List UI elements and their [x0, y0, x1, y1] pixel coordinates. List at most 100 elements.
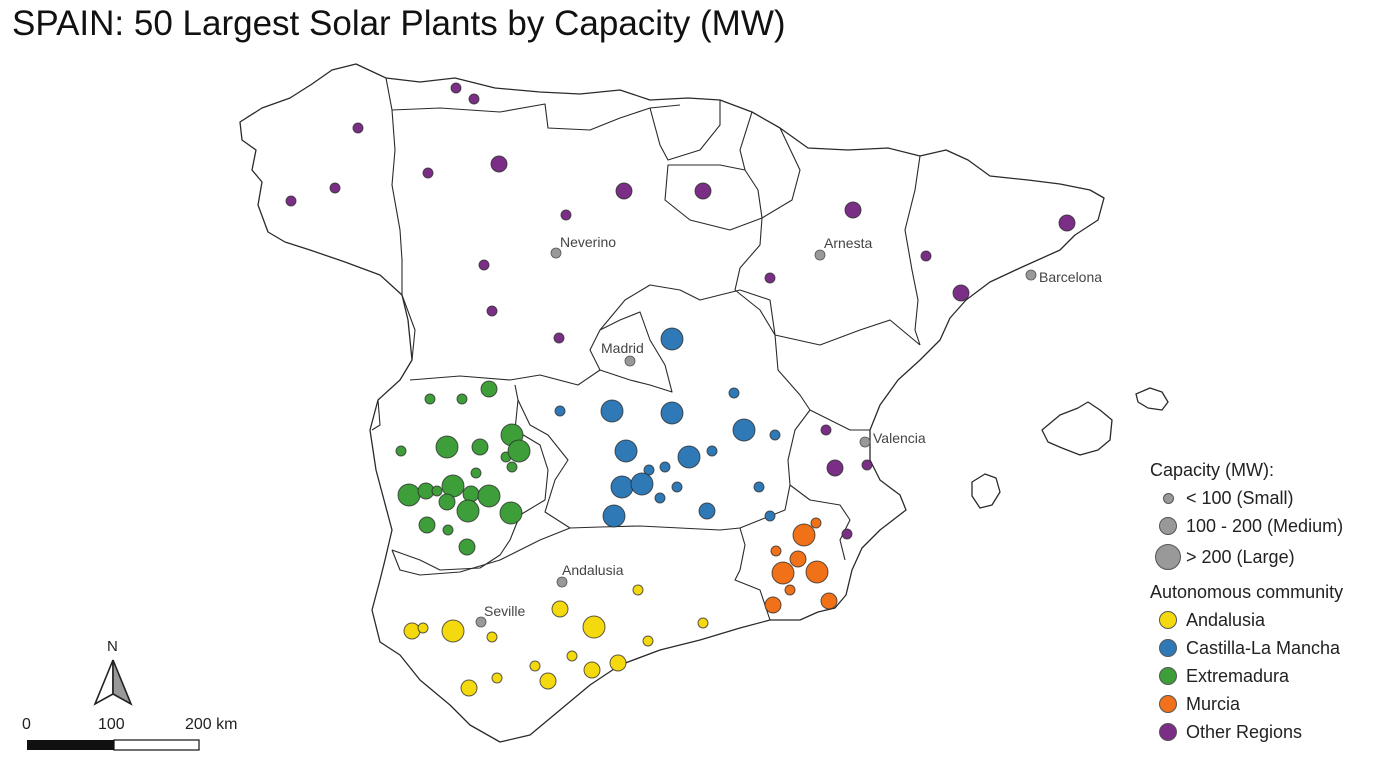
solar-plant-marker: [694, 182, 712, 200]
community-legend-items: Andalusia Castilla-La Mancha Extremadura Mu…: [1150, 606, 1343, 746]
solar-plant-marker: [609, 654, 627, 672]
solar-plants: [285, 82, 1076, 697]
solar-plant-marker: [435, 435, 459, 459]
north-label: N: [107, 638, 118, 655]
solar-plant-marker: [770, 545, 782, 557]
solar-plant-marker: [614, 439, 638, 463]
solar-plant-marker: [441, 619, 465, 643]
solar-plant-marker: [600, 399, 624, 423]
city-label: Seville: [484, 603, 525, 619]
city-marker: [550, 247, 562, 259]
border-madrid: [599, 311, 673, 393]
border-clm: [514, 289, 811, 531]
legend: Capacity (MW): < 100 (Small) 100 - 200 (…: [1150, 456, 1343, 746]
city-label: Andalusia: [562, 562, 624, 578]
city-marker: [859, 436, 871, 448]
solar-plant-marker: [456, 393, 468, 405]
city-label: Barcelona: [1039, 269, 1102, 285]
solar-plant-marker: [615, 182, 633, 200]
solar-plant-marker: [551, 600, 569, 618]
solar-plant-marker: [771, 561, 795, 585]
scale-label-0: 0: [22, 716, 31, 733]
solar-plant-marker: [841, 528, 853, 540]
solar-plant-marker: [654, 492, 666, 504]
solar-plant-marker: [671, 481, 683, 493]
scale-label-100: 100: [98, 716, 125, 733]
color-swatch: [1159, 695, 1177, 713]
solar-plant-marker: [529, 660, 541, 672]
region-outlines: [239, 63, 1169, 743]
city-marker: [1025, 269, 1037, 281]
solar-plant-marker: [764, 596, 782, 614]
solar-plant-marker: [728, 387, 740, 399]
solar-plant-marker: [460, 679, 478, 697]
solar-plant-marker: [732, 418, 756, 442]
border-navarra-aragon: [734, 111, 801, 336]
color-swatch: [1159, 667, 1177, 685]
legend-community-item: Castilla-La Mancha: [1150, 634, 1343, 662]
mallorca: [1041, 401, 1113, 456]
legend-label: > 200 (Large): [1186, 546, 1295, 567]
north-arrow-icon: [27, 659, 200, 751]
legend-capacity-large: > 200 (Large): [1150, 540, 1343, 574]
city-label: Neverino: [560, 234, 616, 250]
solar-plant-marker: [697, 617, 709, 629]
solar-plant-marker: [490, 155, 508, 173]
solar-plant-marker: [698, 502, 716, 520]
solar-plant-marker: [539, 672, 557, 690]
map-title: SPAIN: 50 Largest Solar Plants by Capaci…: [12, 4, 786, 43]
solar-plant-marker: [784, 584, 796, 596]
border-andalusia: [391, 527, 571, 576]
solar-plant-marker: [660, 401, 684, 425]
solar-plant-marker: [442, 524, 454, 536]
legend-label: Murcia: [1186, 693, 1241, 714]
city-markers: Neverino Arnesta Barcelona Madrid Valencia An…: [475, 234, 1102, 628]
solar-plant-marker: [566, 650, 578, 662]
solar-plant-marker: [422, 167, 434, 179]
border-basque: [649, 100, 721, 161]
solar-plant-marker: [285, 195, 297, 207]
solar-plant-marker: [820, 424, 832, 436]
solar-plant-marker: [468, 93, 480, 105]
legend-community-item: Other Regions: [1150, 718, 1343, 746]
solar-plant-marker: [395, 445, 407, 457]
solar-plant-marker: [642, 635, 654, 647]
legend-capacity-medium: 100 - 200 (Medium): [1150, 512, 1343, 540]
solar-plant-marker: [610, 475, 634, 499]
legend-label: 100 - 200 (Medium): [1186, 515, 1344, 536]
solar-plant-marker: [861, 459, 873, 471]
city-label: Valencia: [873, 430, 926, 446]
solar-plant-marker: [1058, 214, 1076, 232]
solar-plant-marker: [458, 538, 476, 556]
solar-plant-marker: [952, 284, 970, 302]
solar-plant-marker: [805, 560, 829, 584]
border-murcia: [734, 484, 851, 621]
solar-plant-marker: [397, 483, 421, 507]
solar-plant-marker: [582, 615, 606, 639]
solar-plant-marker: [789, 550, 807, 568]
solar-plant-marker: [844, 201, 862, 219]
solar-plant-marker: [560, 209, 572, 221]
legend-label: Other Regions: [1186, 721, 1303, 742]
solar-plant-marker: [329, 182, 341, 194]
solar-plant-marker: [630, 472, 654, 496]
solar-plant-marker: [820, 592, 838, 610]
legend-label: Andalusia: [1186, 609, 1266, 630]
solar-plant-marker: [486, 305, 498, 317]
solar-plant-marker: [769, 429, 781, 441]
scale-label-200: 200 km: [185, 716, 238, 733]
solar-plant-marker: [753, 481, 765, 493]
solar-plant-marker: [456, 499, 480, 523]
legend-capacity-small: < 100 (Small): [1150, 484, 1343, 512]
color-swatch: [1159, 723, 1177, 741]
legend-community-item: Andalusia: [1150, 606, 1343, 634]
solar-plant-marker: [632, 584, 644, 596]
capacity-legend-title: Capacity (MW):: [1150, 460, 1275, 480]
solar-plant-marker: [462, 485, 480, 503]
color-swatch: [1159, 611, 1177, 629]
solar-plant-marker: [659, 461, 671, 473]
border-castilla-leon-south: [401, 284, 741, 386]
border-aragon-catalonia: [904, 155, 921, 346]
city-marker: [814, 249, 826, 261]
